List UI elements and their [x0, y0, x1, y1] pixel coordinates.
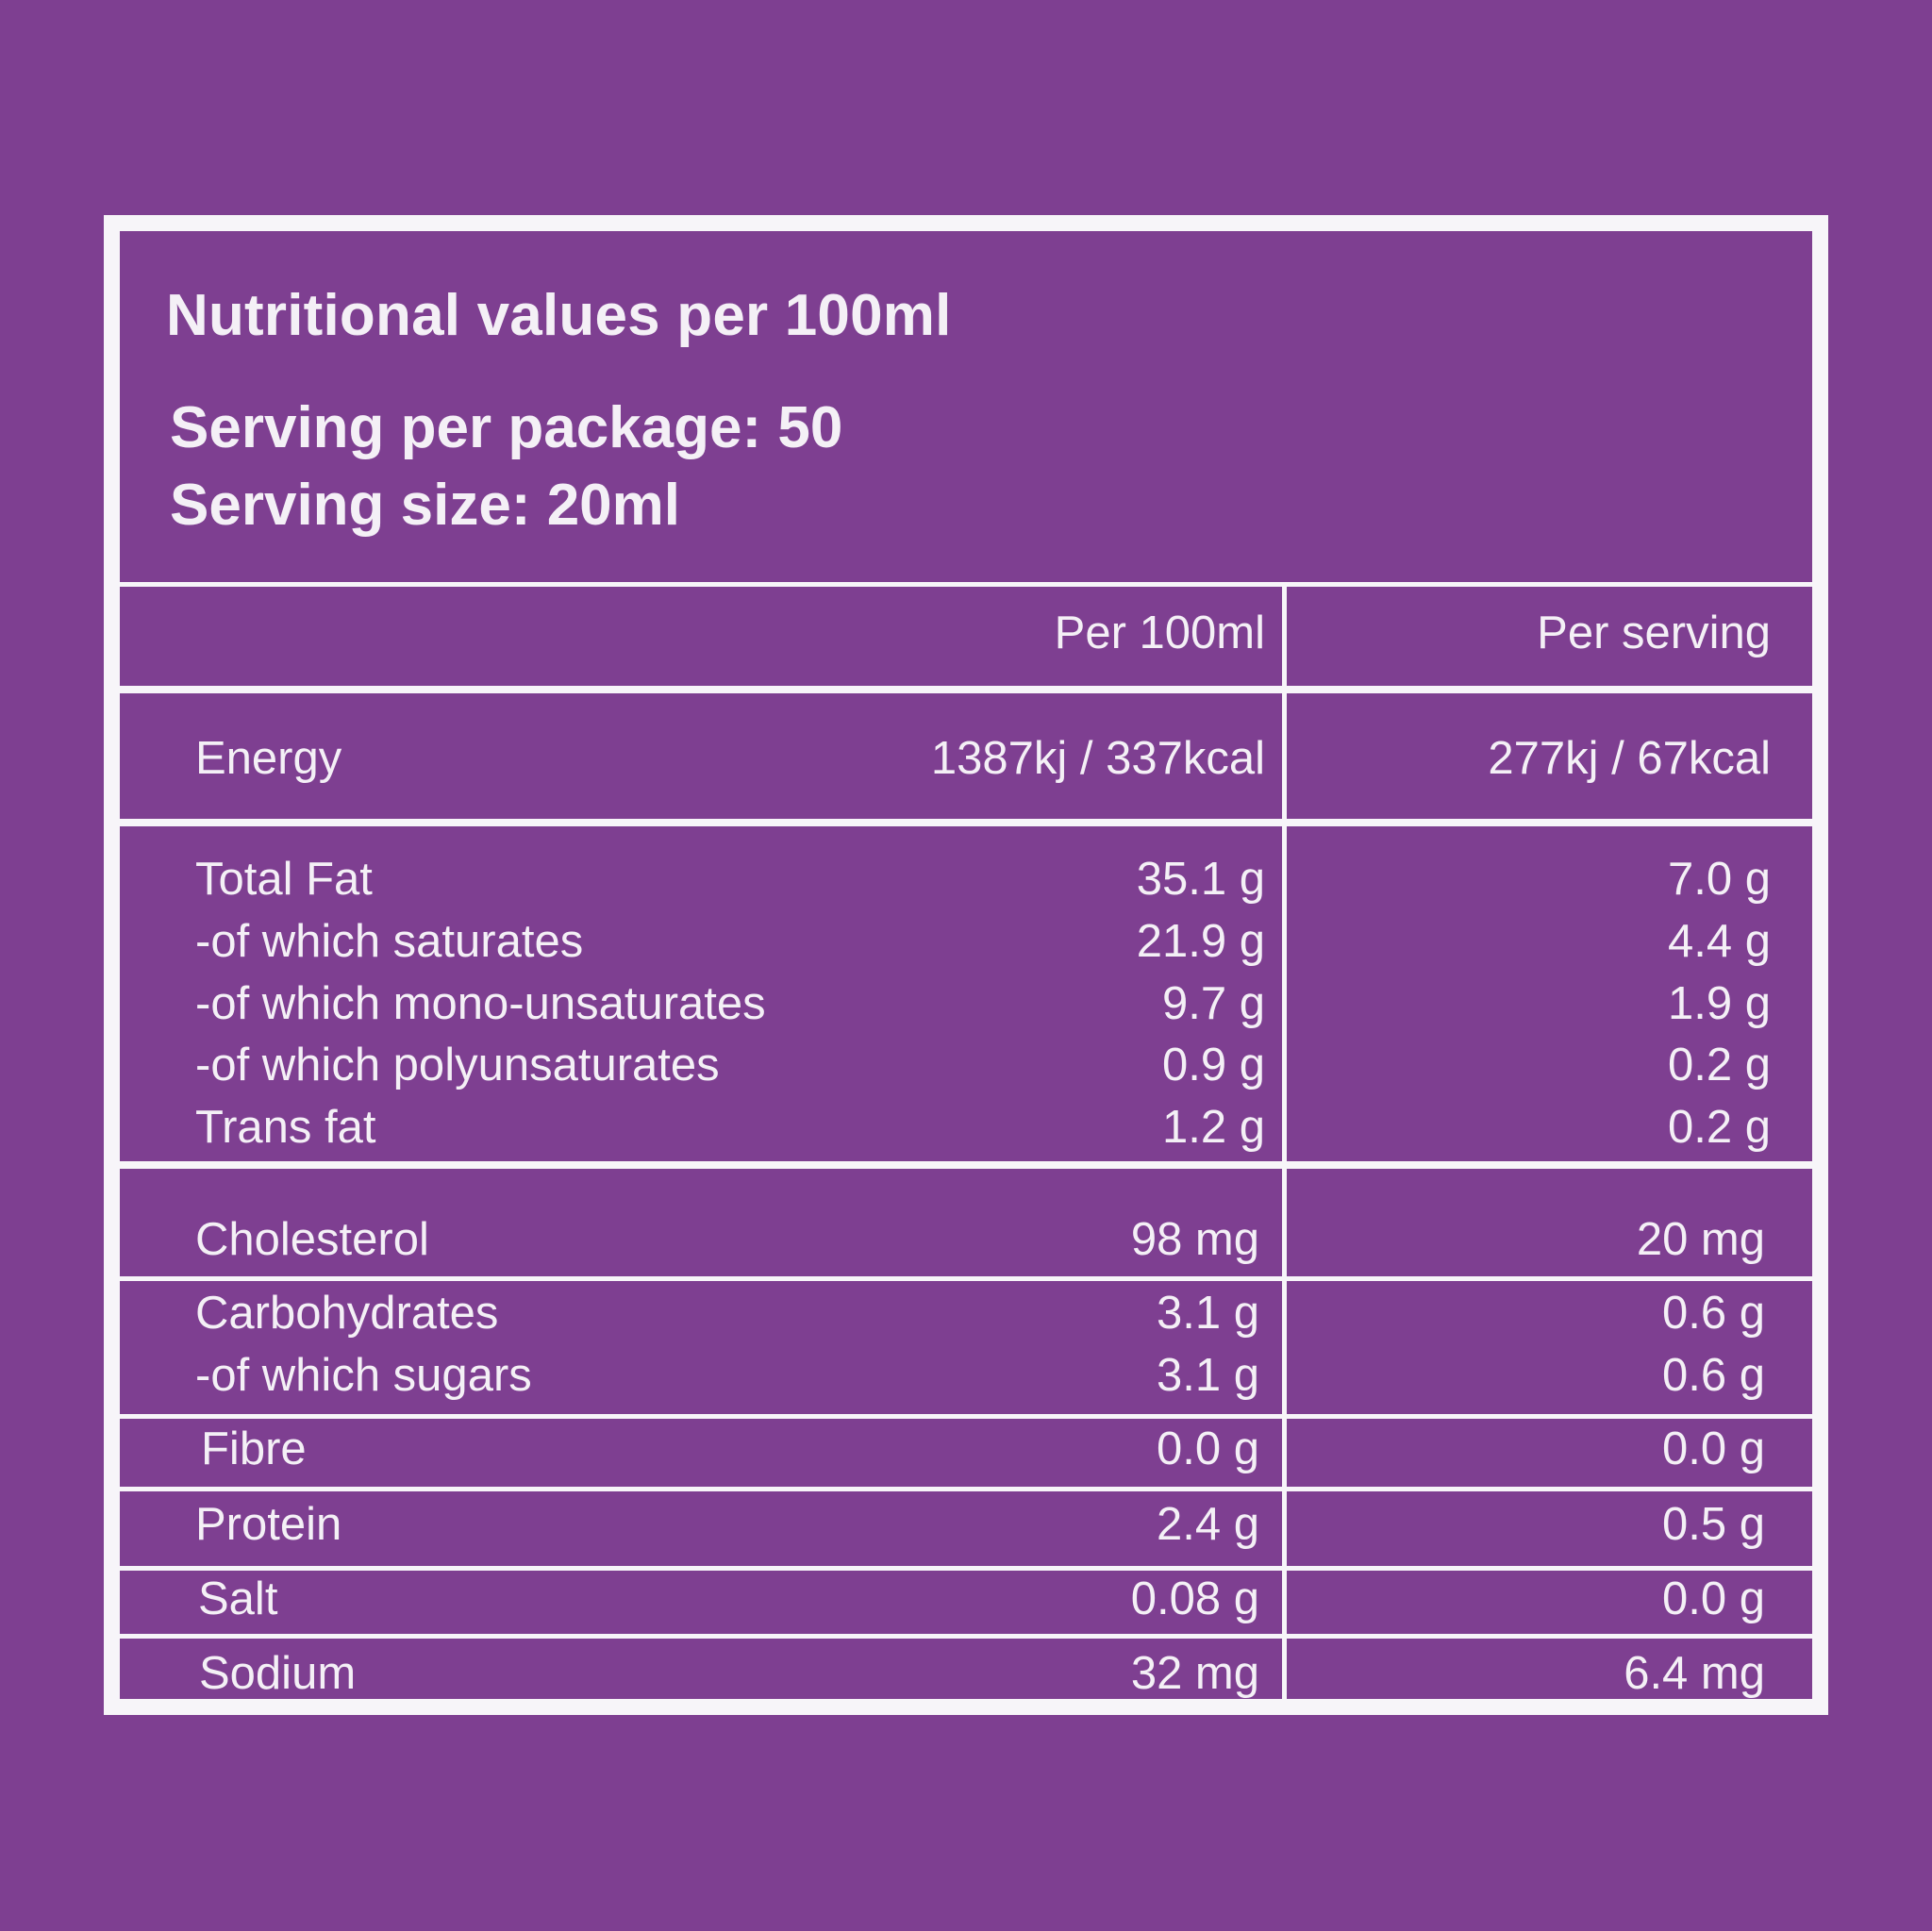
row-protein-name: Protein — [195, 1499, 342, 1550]
serving-per-package: Serving per package: 50 — [170, 395, 843, 460]
divider-energy — [120, 819, 1812, 826]
row-mono-unsaturates-per-100ml: 9.7 g — [1162, 978, 1265, 1029]
row-energy-per-serving: 277kj / 67kcal — [1488, 733, 1771, 784]
row-sugars-per-serving: 0.6 g — [1662, 1350, 1765, 1401]
divider-protein — [120, 1566, 1812, 1571]
row-carbohydrates-per-serving: 0.6 g — [1662, 1288, 1765, 1339]
row-sodium-per-100ml: 32 mg — [1130, 1648, 1259, 1699]
divider-fibre — [120, 1487, 1812, 1491]
divider-cholesterol — [120, 1276, 1812, 1281]
row-trans-fat-per-100ml: 1.2 g — [1162, 1102, 1265, 1153]
divider-fats — [120, 1161, 1812, 1169]
row-carbohydrates-per-100ml: 3.1 g — [1157, 1288, 1259, 1339]
row-protein-per-100ml: 2.4 g — [1157, 1499, 1259, 1550]
row-salt-per-serving: 0.0 g — [1662, 1573, 1765, 1624]
column-divider — [1282, 584, 1287, 1715]
row-polyunsaturates-per-100ml: 0.9 g — [1162, 1040, 1265, 1090]
row-sodium-per-serving: 6.4 mg — [1624, 1648, 1765, 1699]
row-saturates-per-serving: 4.4 g — [1668, 916, 1771, 967]
row-saturates-per-100ml: 21.9 g — [1136, 916, 1265, 967]
row-total-fat-per-serving: 7.0 g — [1668, 854, 1771, 905]
row-cholesterol-per-serving: 20 mg — [1636, 1214, 1765, 1265]
row-mono-unsaturates-per-serving: 1.9 g — [1668, 978, 1771, 1029]
row-energy-name: Energy — [195, 733, 342, 784]
row-cholesterol-per-100ml: 98 mg — [1130, 1214, 1259, 1265]
row-salt-name: Salt — [198, 1573, 278, 1624]
row-polyunsaturates-per-serving: 0.2 g — [1668, 1040, 1771, 1090]
row-sodium-name: Sodium — [199, 1648, 357, 1699]
row-saturates-name: -of which saturates — [195, 916, 584, 967]
row-sugars-name: -of which sugars — [195, 1350, 532, 1401]
divider-carbohydrates — [120, 1414, 1812, 1419]
label-title: Nutritional values per 100ml — [166, 283, 952, 348]
nutrition-label: Nutritional values per 100ml Serving per… — [104, 215, 1828, 1715]
serving-size: Serving size: 20ml — [170, 473, 681, 538]
row-fibre-per-serving: 0.0 g — [1662, 1423, 1765, 1474]
row-cholesterol-name: Cholesterol — [195, 1214, 429, 1265]
label-header: Nutritional values per 100ml Serving per… — [120, 231, 1812, 584]
row-carbohydrates-name: Carbohydrates — [195, 1288, 499, 1339]
row-trans-fat-name: Trans fat — [195, 1102, 376, 1153]
row-total-fat-name: Total Fat — [195, 854, 373, 905]
row-mono-unsaturates-name: -of which mono-unsaturates — [195, 978, 766, 1029]
column-heading-per-serving: Per serving — [1537, 608, 1771, 658]
row-sugars-per-100ml: 3.1 g — [1157, 1350, 1259, 1401]
divider-header — [120, 582, 1812, 587]
divider-column-headings — [120, 686, 1812, 693]
row-energy-per-100ml: 1387kj / 337kcal — [930, 733, 1265, 784]
divider-salt — [120, 1634, 1812, 1639]
row-total-fat-per-100ml: 35.1 g — [1136, 854, 1265, 905]
row-trans-fat-per-serving: 0.2 g — [1668, 1102, 1771, 1153]
row-salt-per-100ml: 0.08 g — [1130, 1573, 1259, 1624]
row-protein-per-serving: 0.5 g — [1662, 1499, 1765, 1550]
row-fibre-per-100ml: 0.0 g — [1157, 1423, 1259, 1474]
column-heading-per-100ml: Per 100ml — [1054, 608, 1265, 658]
row-polyunsaturates-name: -of which polyunsaturates — [195, 1040, 720, 1090]
row-fibre-name: Fibre — [201, 1423, 307, 1474]
